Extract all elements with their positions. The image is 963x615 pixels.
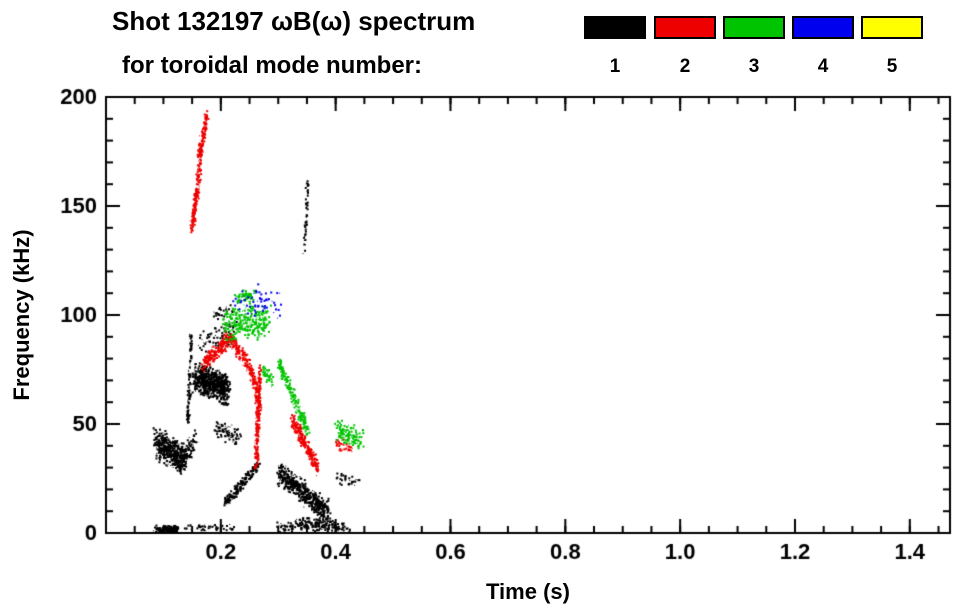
legend-swatch-mode-2: [654, 16, 716, 39]
y-axis-label: Frequency (kHz): [9, 229, 34, 401]
legend-swatch-mode-5: [861, 16, 923, 39]
legend-label-mode-4: 4: [817, 56, 829, 77]
legend-swatch-mode-1: [584, 16, 646, 39]
chart-title: Shot 132197 ωB(ω) spectrum: [112, 6, 476, 36]
legend-swatch-mode-3: [723, 16, 785, 39]
legend-label-mode-2: 2: [679, 56, 691, 77]
legend-swatch-mode-4: [792, 16, 854, 39]
legend-label-mode-3: 3: [748, 56, 760, 77]
legend-label-mode-1: 1: [609, 56, 621, 77]
legend-label-mode-5: 5: [886, 56, 898, 77]
x-axis-label: Time (s): [486, 579, 570, 604]
chart-subtitle: for toroidal mode number:: [122, 52, 422, 79]
